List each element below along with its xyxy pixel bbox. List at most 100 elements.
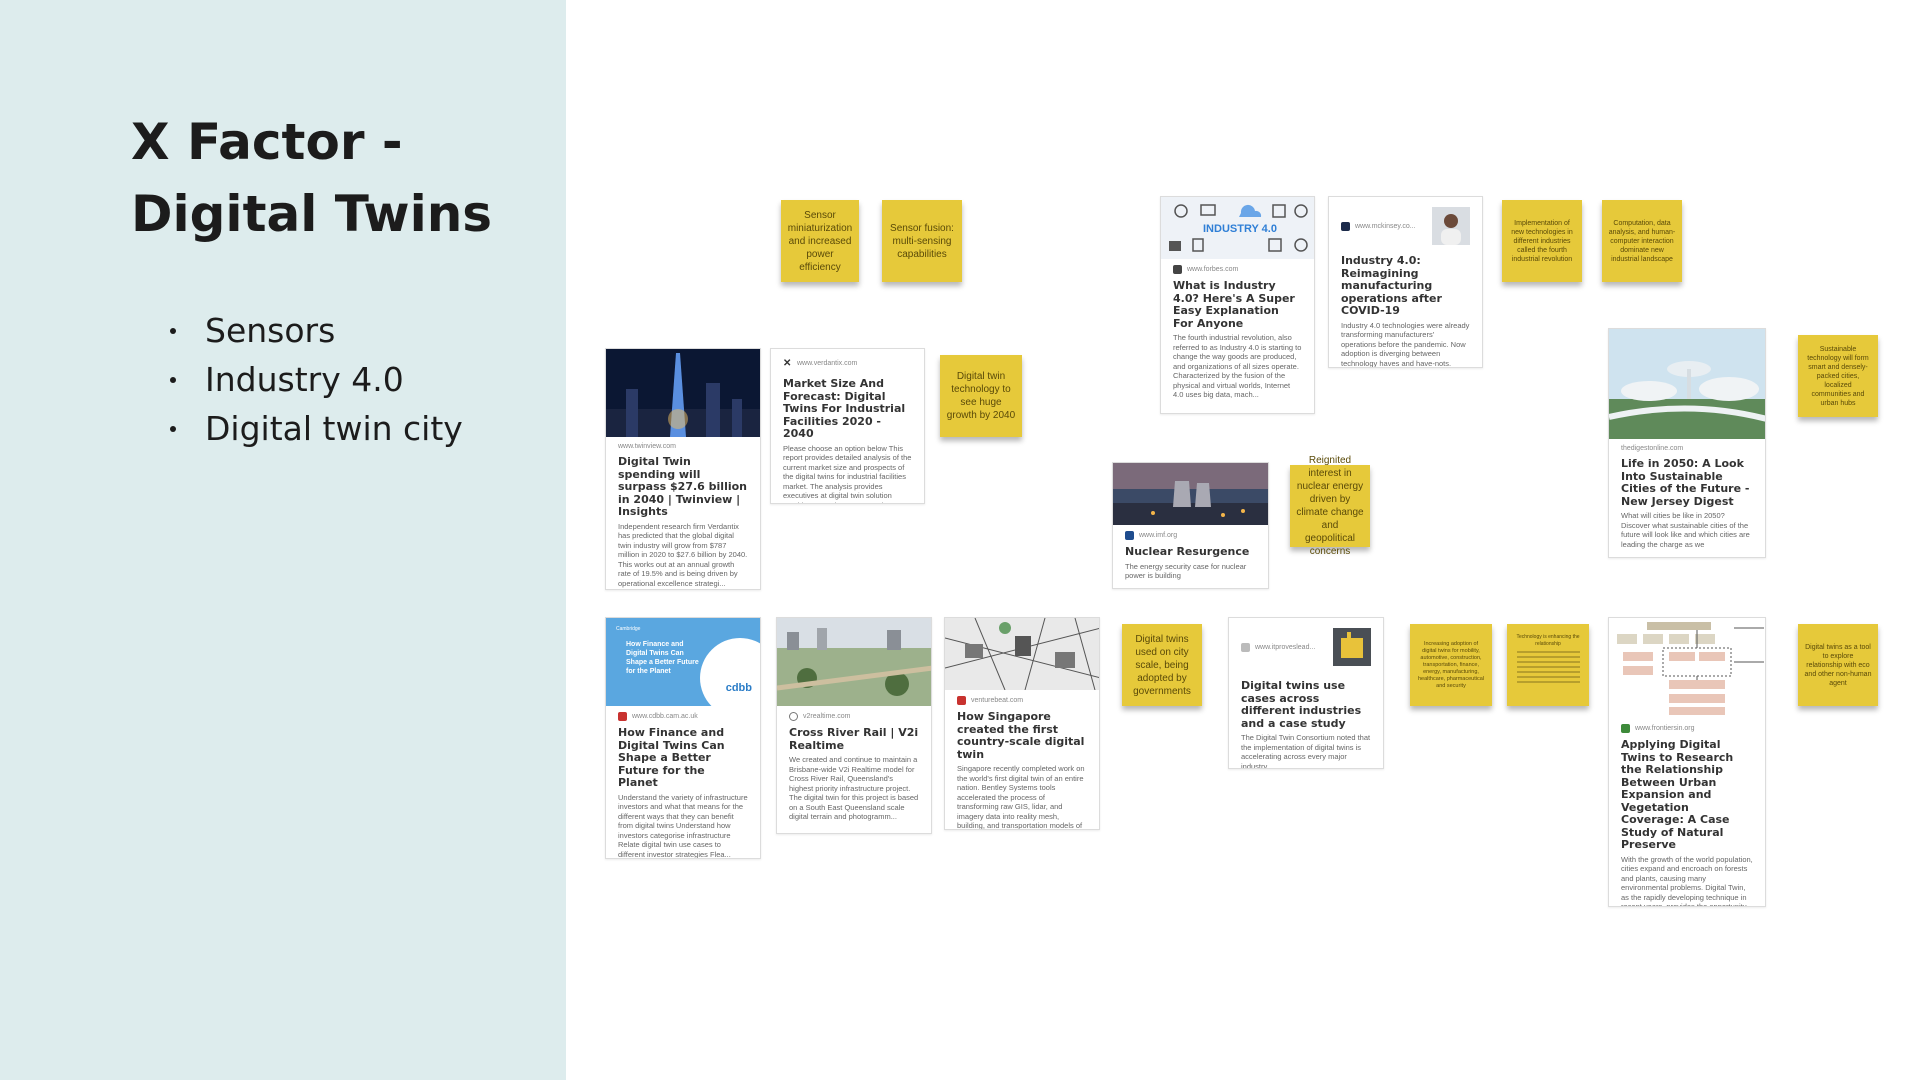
sticky-note[interactable]: Technology is enhancing the relationship [1507, 624, 1589, 706]
thumb-label: INDUSTRY 4.0 [1203, 223, 1277, 235]
favicon-icon [1173, 265, 1182, 274]
thumb-org: Cambridge [616, 626, 641, 632]
card-source: ✕ www.verdantix.com [771, 349, 924, 370]
sticky-note[interactable]: Reignited interest in nuclear energy dri… [1290, 455, 1370, 557]
power-plant-image [1113, 463, 1268, 525]
card-description: The energy security case for nuclear pow… [1125, 561, 1247, 581]
card-description: The Digital Twin Consortium noted that t… [1241, 733, 1371, 769]
card-source: www.twinview.com [606, 437, 760, 452]
source-text: venturebeat.com [971, 697, 1024, 704]
thumb-text: How Finance and Digital Twins Can Shape … [626, 641, 699, 675]
sticky-note[interactable]: Implementation of new technologies in di… [1502, 200, 1582, 282]
card-source: thedigestonline.com [1609, 439, 1765, 454]
sticky-note[interactable]: Sustainable technology will form smart a… [1798, 335, 1878, 417]
link-card[interactable]: ✕ www.verdantix.com Market Size And Forec… [770, 348, 925, 504]
card-title: What is Industry 4.0? Here's A Super Eas… [1173, 279, 1295, 330]
link-card[interactable]: INDUSTRY 4.0 www.forbes.com What is Indu… [1160, 196, 1315, 414]
link-card[interactable]: v2realtime.com Cross River Rail | V2i Re… [776, 617, 932, 834]
card-title: Cross River Rail | V2i Realtime [789, 726, 919, 752]
sticky-note[interactable]: Sensor miniaturization and increased pow… [781, 200, 859, 282]
card-title: Industry 4.0: Reimagining manufacturing … [1341, 254, 1442, 317]
sticky-note[interactable]: Increasing adoption of digital twins for… [1410, 624, 1492, 706]
sticky-note[interactable]: Sensor fusion: multi-sensing capabilitie… [882, 200, 962, 282]
industry-icons-image: INDUSTRY 4.0 [1161, 197, 1314, 259]
card-header: www.itproveslead... [1229, 618, 1383, 666]
card-thumbnail [1113, 463, 1268, 525]
link-card[interactable]: www.mckinsey.co... Industry 4.0: Reimagi… [1328, 196, 1483, 368]
sticky-text: Sustainable technology will form smart a… [1807, 345, 1869, 407]
close-x-icon: ✕ [783, 358, 792, 369]
link-card[interactable]: thedigestonline.com Life in 2050: A Look… [1608, 328, 1766, 558]
favicon-icon [1241, 642, 1250, 652]
sticky-text: Technology is enhancing the relationship [1516, 634, 1580, 647]
futuristic-city-image [1609, 329, 1765, 439]
favicon-icon [1125, 531, 1134, 540]
source-text: www.imf.org [1139, 532, 1178, 539]
link-card[interactable]: www.imf.org Nuclear Resurgence The energ… [1112, 462, 1269, 589]
sticky-text: Implementation of new technologies in di… [1511, 219, 1573, 263]
sticky-note[interactable]: Computation, data analysis, and human-co… [1602, 200, 1682, 282]
source-text: www.cdbb.cam.ac.uk [632, 713, 698, 720]
slide-title: X Factor - Digital Twins [131, 113, 493, 243]
card-title: Life in 2050: A Look Into Sustainable Ci… [1621, 457, 1750, 508]
bullet-dot [170, 377, 176, 383]
sticky-text: Reignited interest in nuclear energy dri… [1296, 455, 1364, 557]
card-thumbnail [1609, 618, 1765, 718]
card-header: www.mckinsey.co... [1329, 197, 1482, 245]
bullet-dot [170, 426, 176, 432]
aerial-park-image [777, 618, 931, 706]
source-text: www.twinview.com [618, 443, 676, 450]
link-card[interactable]: www.itproveslead... Digital twins use ca… [1228, 617, 1384, 769]
city-mesh-image [945, 618, 1099, 690]
bullet-text: Industry 4.0 [205, 360, 404, 399]
card-thumbnail: Cambridge How Finance and Digital Twins … [606, 618, 760, 706]
card-source: www.itproveslead... [1241, 628, 1315, 666]
sticky-text: Digital twins used on city scale, being … [1133, 633, 1191, 697]
source-text: www.frontiersin.org [1635, 725, 1695, 732]
favicon-icon [957, 696, 966, 705]
card-description: Industry 4.0 technologies were already t… [1341, 320, 1470, 368]
link-card[interactable]: Cambridge How Finance and Digital Twins … [605, 617, 761, 859]
card-description: Independent research firm Verdantix has … [618, 521, 748, 588]
link-card[interactable]: www.twinview.com Digital Twin spending w… [605, 348, 761, 590]
card-description: The fourth industrial revolution, also r… [1173, 333, 1302, 399]
source-text: www.forbes.com [1187, 266, 1239, 273]
source-text: thedigestonline.com [1621, 445, 1684, 452]
bullet-item: Sensors [168, 306, 463, 355]
machine-thumbnail [1333, 628, 1371, 666]
card-description: Understand the variety of infrastructure… [618, 792, 748, 859]
thumb-circle [700, 638, 760, 706]
bullet-item: Industry 4.0 [168, 355, 463, 404]
sticky-note[interactable]: Digital twin technology to see huge grow… [940, 355, 1022, 437]
card-source: v2realtime.com [777, 706, 931, 723]
card-title: How Finance and Digital Twins Can Shape … [618, 726, 725, 789]
bullet-item: Digital twin city [168, 404, 463, 453]
card-description: What will cities be like in 2050? Discov… [1621, 511, 1750, 549]
card-title: Applying Digital Twins to Research the R… [1621, 738, 1734, 851]
shield-icon [618, 712, 627, 721]
sticky-note[interactable]: Digital twins as a tool to explore relat… [1798, 624, 1878, 706]
card-description: We created and continue to maintain a Br… [789, 755, 919, 821]
bullet-list: Sensors Industry 4.0 Digital twin city [168, 306, 463, 453]
card-title: Digital Twin spending will surpass $27.6… [618, 455, 747, 518]
card-source: www.imf.org [1113, 525, 1268, 542]
bullet-dot [170, 328, 176, 334]
person-thumbnail [1432, 207, 1470, 245]
card-title: Nuclear Resurgence [1125, 545, 1250, 558]
source-text: www.verdantix.com [797, 360, 858, 367]
link-card[interactable]: venturebeat.com How Singapore created th… [944, 617, 1100, 830]
card-source: www.cdbb.cam.ac.uk [606, 706, 760, 723]
sticky-note[interactable]: Digital twins used on city scale, being … [1122, 624, 1202, 706]
card-thumbnail [606, 349, 760, 437]
card-thumbnail: INDUSTRY 4.0 [1161, 197, 1314, 259]
link-card[interactable]: www.frontiersin.org Applying Digital Twi… [1608, 617, 1766, 907]
card-title: Digital twins use cases across different… [1241, 679, 1362, 730]
cdbb-logo: cdbb [725, 682, 752, 694]
bullet-text: Digital twin city [205, 409, 463, 448]
favicon-icon [1341, 221, 1350, 231]
card-thumbnail [777, 618, 931, 706]
card-description: With the growth of the world population,… [1621, 854, 1753, 907]
favicon-icon [1621, 724, 1630, 733]
card-source: www.frontiersin.org [1609, 718, 1765, 735]
card-source: venturebeat.com [945, 690, 1099, 707]
